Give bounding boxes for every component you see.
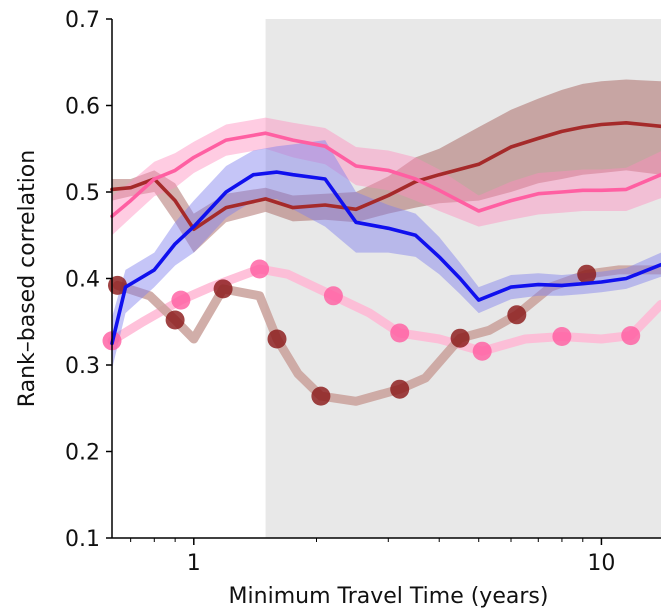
series-4-trend-line — [113, 265, 661, 406]
y-tick-label: 0.5 — [65, 181, 100, 206]
series-4-point — [267, 329, 287, 349]
x-tick-label: 10 — [587, 551, 615, 576]
series-0-band — [112, 79, 661, 253]
series-0-line — [110, 121, 661, 231]
axes: 0.1 0.2 0.3 0.4 0.5 0.6 0.7 1 10 — [65, 8, 661, 576]
series-4-point — [577, 264, 597, 284]
series-4-point — [450, 328, 470, 348]
x-axis-label: Minimum Travel Time (years) — [229, 584, 549, 609]
x-tick-label: 1 — [187, 551, 201, 576]
series-3-point — [250, 259, 270, 279]
series-2-band — [112, 140, 661, 370]
plot-area — [102, 79, 661, 406]
series-3-point — [621, 326, 641, 346]
series-4-point — [311, 386, 331, 406]
series-3-point — [472, 341, 492, 361]
y-tick-label: 0.7 — [65, 8, 100, 33]
series-3-trend-line — [107, 264, 661, 356]
series-4-point — [390, 379, 410, 399]
series-3-point — [323, 286, 343, 306]
series-4-point — [213, 279, 233, 299]
y-axis-label: Rank–based correlation — [15, 150, 40, 407]
y-tick-label: 0.3 — [65, 354, 100, 379]
y-tick-label: 0.1 — [65, 527, 100, 552]
series-1-line — [110, 131, 661, 218]
y-tick-label: 0.2 — [65, 441, 100, 466]
series-4-point — [507, 305, 527, 325]
series-3-point — [552, 327, 572, 346]
series-1-band — [112, 117, 661, 236]
series-4-point — [165, 310, 185, 330]
y-tick-label: 0.6 — [65, 95, 100, 120]
series-3-point — [390, 323, 410, 343]
y-tick-label: 0.4 — [65, 268, 100, 293]
series-2-line — [110, 170, 661, 346]
series-3-point — [171, 290, 191, 310]
